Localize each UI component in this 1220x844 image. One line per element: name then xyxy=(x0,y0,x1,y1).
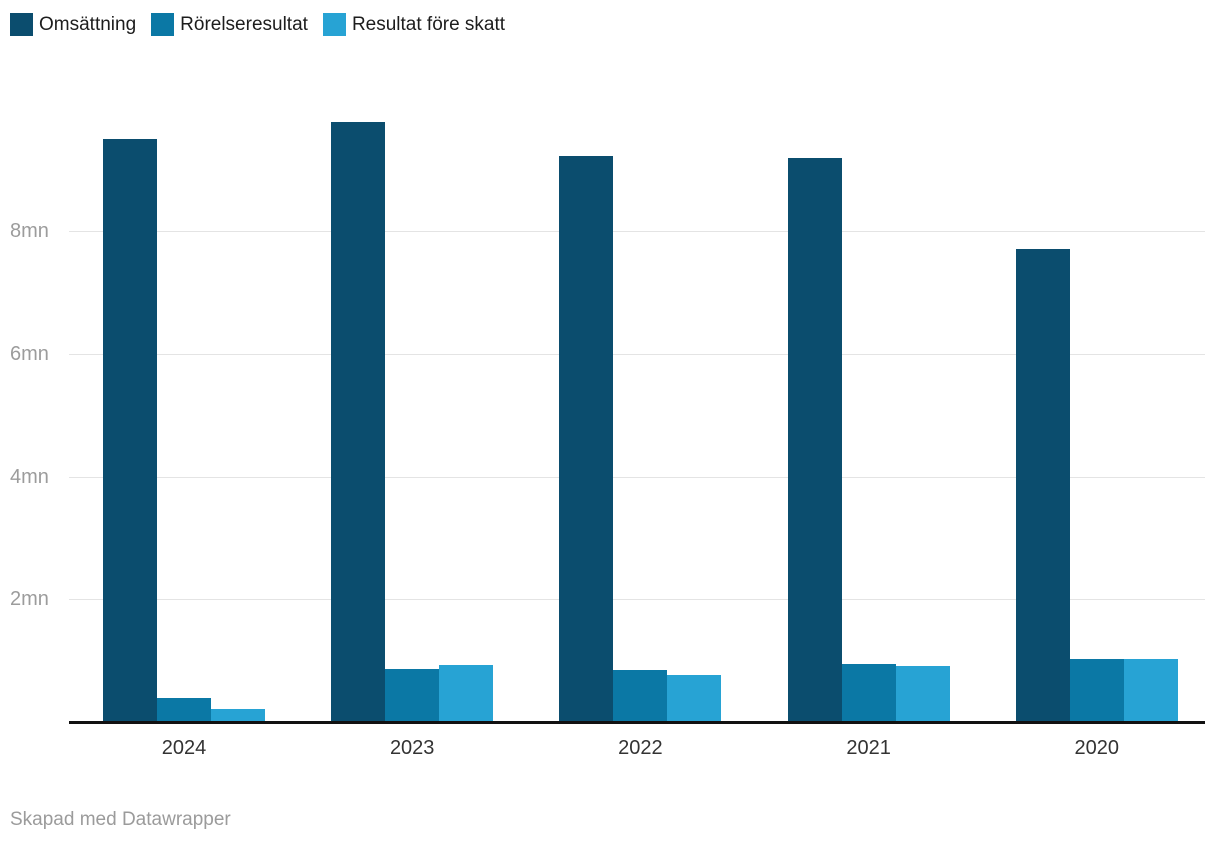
legend-swatch-omsattning xyxy=(10,13,33,36)
legend-swatch-rorelseresultat xyxy=(151,13,175,36)
x-axis-label: 2022 xyxy=(618,737,663,759)
x-axis-label: 2023 xyxy=(389,737,435,759)
x-axis-label: 2021 xyxy=(846,737,891,759)
gridline xyxy=(69,476,1205,478)
x-axis-label: 2020 xyxy=(1074,737,1120,759)
bar-s2-2021 xyxy=(895,666,950,722)
legend-item-resultat-fore-skatt: Resultat före skatt xyxy=(322,13,506,36)
bar-s1-2022 xyxy=(613,669,668,722)
legend-label: Omsättning xyxy=(39,14,137,35)
legend: Omsättning Rörelseresultat Resultat före… xyxy=(10,13,505,36)
gridline xyxy=(69,354,1205,355)
legend-label: Resultat före skatt xyxy=(351,14,506,35)
x-axis-label: 2024 xyxy=(161,737,207,759)
bar-s1-2021 xyxy=(841,664,896,722)
bar-s2-2022 xyxy=(667,674,722,722)
legend-label: Rörelseresultat xyxy=(180,14,308,35)
bar-s0-2022 xyxy=(559,155,614,722)
bar-s2-2023 xyxy=(439,665,494,722)
legend-item-omsattning: Omsättning xyxy=(10,13,136,36)
gridline xyxy=(69,599,1205,601)
legend-item-rorelseresultat: Rörelseresultat xyxy=(151,13,308,36)
bar-s2-2020 xyxy=(1123,659,1178,722)
x-axis-line xyxy=(69,720,1205,724)
y-axis-tick-label: 4mn xyxy=(10,465,49,488)
bar-s0-2021 xyxy=(787,158,842,722)
attribution-link[interactable]: Skapad med Datawrapper xyxy=(10,809,231,830)
y-axis-tick-label: 8mn xyxy=(10,220,49,243)
bar-s1-2024 xyxy=(157,697,211,722)
bar-s2-2024 xyxy=(211,709,265,722)
bar-s1-2020 xyxy=(1069,659,1124,722)
y-axis-tick-label: 6mn xyxy=(10,343,49,365)
bar-s1-2023 xyxy=(385,668,440,722)
gridline xyxy=(69,231,1205,233)
bar-s0-2024 xyxy=(103,139,157,722)
bar-s0-2020 xyxy=(1015,248,1070,722)
legend-swatch-resultat-fore-skatt xyxy=(322,13,346,36)
y-axis-tick-label: 2mn xyxy=(10,588,49,611)
bar-s0-2023 xyxy=(331,122,386,722)
